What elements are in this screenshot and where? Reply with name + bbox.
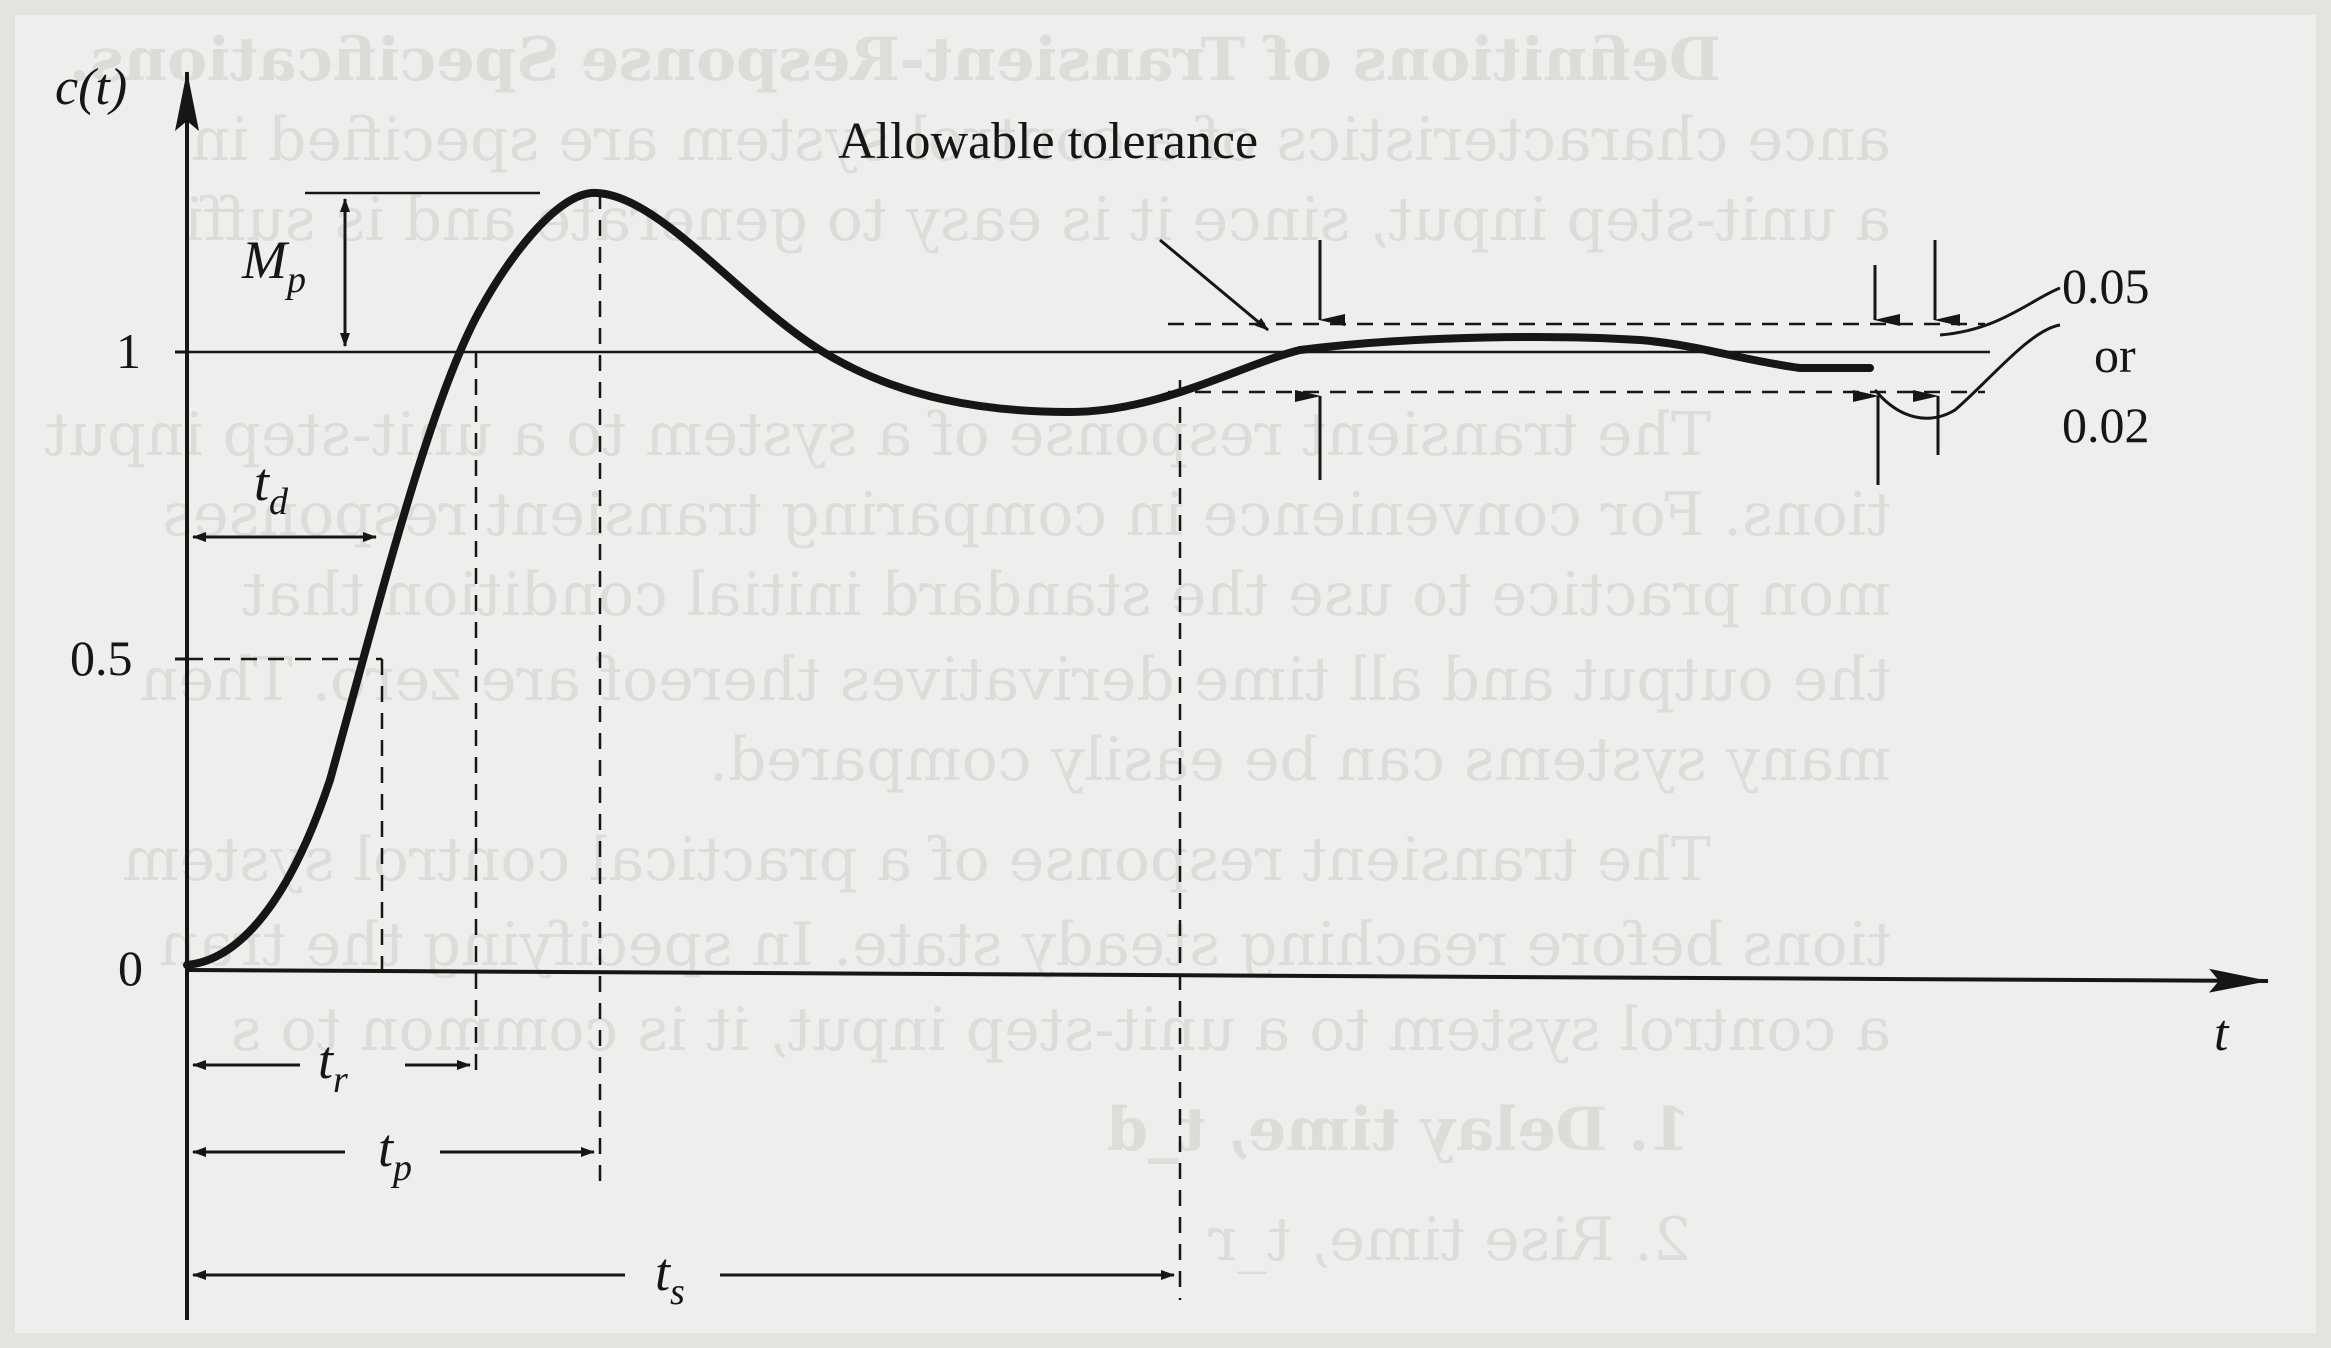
ghost-line-3: a unit-step input, since it is easy to g… xyxy=(184,185,1891,255)
allowable-tolerance-label: Allowable tolerance xyxy=(838,113,1258,170)
ghost-line-7: the output and all time derivatives ther… xyxy=(140,645,1891,715)
mp-label: Mp xyxy=(241,230,306,301)
tolerance-value-005: 0.05 xyxy=(2062,258,2150,314)
ghost-line-4: The transient response of a system to a … xyxy=(45,400,1712,470)
ghost-line-13: 2. Rise time, t_r xyxy=(1208,1205,1691,1275)
ghost-line-5: tions. For convenience in comparing tran… xyxy=(162,480,1891,550)
x-axis xyxy=(186,968,2269,993)
reference-lines xyxy=(187,191,1990,354)
x-axis-label: t xyxy=(2214,1005,2230,1062)
tp-label: tp xyxy=(378,1118,412,1189)
tolerance-indicators xyxy=(1159,238,2061,485)
ghost-line-8: many systems can be easily compared. xyxy=(709,725,1891,795)
y-tick-label-1: 1 xyxy=(116,323,141,379)
y-tick-label-0: 0 xyxy=(118,940,143,996)
guide-lines xyxy=(187,193,1985,1300)
tolerance-value-002: 0.02 xyxy=(2062,397,2150,453)
allowable-tolerance-leader xyxy=(1159,238,1269,332)
y-tick-label-half: 0.5 xyxy=(70,630,133,686)
tolerance-leader-upper xyxy=(1939,286,2061,337)
labels: c(t) t 1 0.5 0 Allowable tolerance Mp td… xyxy=(55,59,2230,1313)
step-response-curve xyxy=(183,188,1874,969)
ghost-line-12: 1. Delay time, t_d xyxy=(1106,1095,1691,1165)
bleed-through-text: Definitions of Transient-Response Specif… xyxy=(45,25,1892,1275)
axes xyxy=(175,71,2269,1320)
ts-label: ts xyxy=(655,1242,685,1313)
td-label: td xyxy=(254,452,289,523)
ghost-line-6: mon practice to use the standard initial… xyxy=(242,560,1891,630)
ghost-line-2: ance characteristics of a control system… xyxy=(191,105,1891,175)
tolerance-leader-lower xyxy=(1873,323,2061,420)
ghost-line-11: a control system to a unit-step input, i… xyxy=(231,995,1891,1065)
ghost-line-10: tions before reaching steady state. In s… xyxy=(159,910,1891,980)
time-dimension-arrows xyxy=(192,198,1175,1280)
ghost-line-9: The transient response of a practical co… xyxy=(123,825,1711,895)
tolerance-or: or xyxy=(2094,327,2136,383)
tr-label: tr xyxy=(318,1030,348,1101)
y-axis-label: c(t) xyxy=(55,59,127,116)
ghost-line-1: Definitions of Transient-Response Specif… xyxy=(69,25,1721,95)
